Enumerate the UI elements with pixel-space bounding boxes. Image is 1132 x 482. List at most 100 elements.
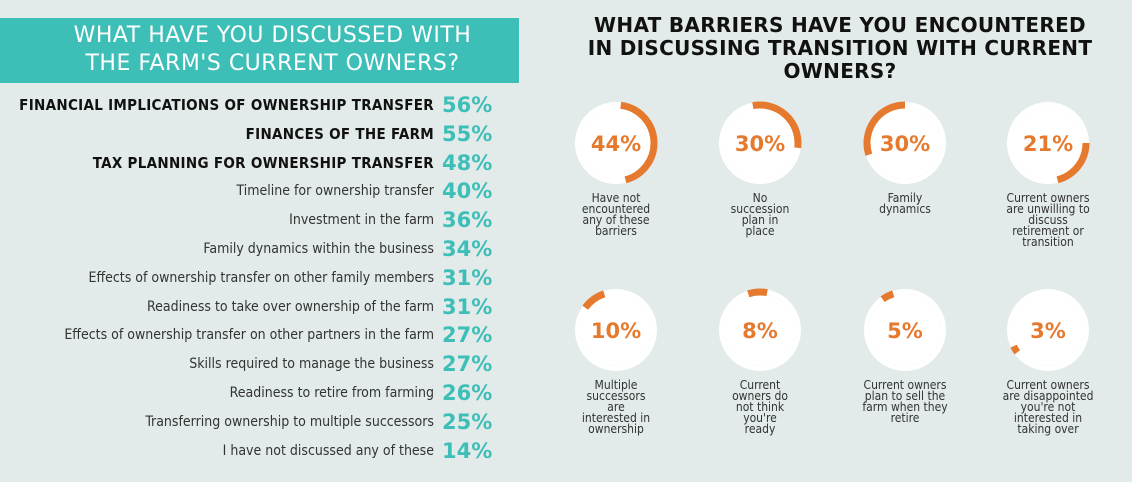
donut-caption-line: succession <box>730 202 790 216</box>
left-chart-header: WHAT HAVE YOU DISCUSSED WITH THE FARM'S … <box>0 18 519 83</box>
donut-caption-line: are <box>607 400 625 414</box>
topic-label: Readiness to take over ownership of the … <box>147 298 434 315</box>
donut-caption-line: not think <box>735 400 785 414</box>
donut-chart: 44% <box>575 101 658 184</box>
topic-label: I have not discussed any of these <box>222 442 434 459</box>
donut-chart: 8% <box>719 288 801 371</box>
topic-label: FINANCIAL IMPLICATIONS OF OWNERSHIP TRAN… <box>19 96 434 114</box>
donut-caption-line: taking over <box>1017 422 1079 436</box>
donut-value-label: 21% <box>1023 132 1073 156</box>
donut-caption: No succession plan in place <box>705 192 815 238</box>
donut-caption-line: retirement or <box>1012 224 1084 238</box>
donut-caption-line: transition <box>1022 235 1074 249</box>
donut-center <box>869 107 941 179</box>
donut-caption-line: interested in <box>1013 411 1083 425</box>
topic-label: Effects of ownership transfer on other f… <box>88 269 434 286</box>
right-title-line-2: IN DISCUSSING TRANSITION WITH CURRENT <box>587 36 1093 60</box>
donut-caption-line: farm when they <box>862 400 948 414</box>
topic-row: Effects of ownership transfer on other f… <box>0 264 493 292</box>
donut-caption-line: Have not <box>591 191 641 205</box>
donut-center <box>869 294 941 366</box>
donut-caption-line: any of these <box>582 213 650 227</box>
donut-arc <box>1010 344 1021 355</box>
donut-caption: Family dynamics <box>850 191 960 215</box>
topic-label: FINANCES OF THE FARM <box>245 124 434 143</box>
donut-caption: Current owners do not think you're ready <box>705 379 815 435</box>
donut-center <box>1012 107 1084 179</box>
topic-percent: 31% <box>442 294 493 319</box>
donut-value-label: 8% <box>742 319 778 343</box>
topic-label: Effects of ownership transfer on other p… <box>64 327 434 344</box>
donut-center <box>580 107 652 179</box>
topic-row: FINANCES OF THE FARM 55% <box>0 120 493 148</box>
donut-value-label: 30% <box>880 132 930 156</box>
topic-percent: 26% <box>442 381 493 405</box>
donut-caption-line: you're <box>743 411 777 425</box>
donut-center <box>724 294 796 366</box>
donut-caption-line: you're not <box>1020 400 1076 414</box>
topic-label: Family dynamics within the business <box>203 241 434 257</box>
topic-row: Timeline for ownership transfer 40% <box>0 177 492 205</box>
donut-value-label: 30% <box>735 132 785 156</box>
topic-percent: 31% <box>442 265 493 290</box>
topic-percent: 14% <box>442 438 493 463</box>
donut-caption-line: interested in <box>581 411 651 425</box>
donut-chart: 30% <box>863 101 946 184</box>
topic-percent: 27% <box>442 352 493 377</box>
donut-track <box>1007 289 1089 371</box>
donut-caption: Multiple successors are interested in owners… <box>561 378 671 436</box>
topic-row: I have not discussed any of these 14% <box>0 437 493 465</box>
donut-caption-line: Current owners <box>1006 191 1090 205</box>
donut-value-label: 5% <box>887 319 923 343</box>
donut-caption: Have not encountered any of these barriers <box>561 191 671 237</box>
donut-caption-line: plan in <box>741 213 779 227</box>
topic-row: Readiness to take over ownership of the … <box>0 293 493 321</box>
donut-caption-line: place <box>745 224 775 238</box>
donut-chart: 5% <box>864 289 946 371</box>
donut-arc <box>582 290 606 310</box>
donut-chart: 21% <box>1007 102 1090 184</box>
donut-caption: Current owners are unwilling to discuss ret… <box>993 191 1103 249</box>
topic-row: Skills required to manage the business 27… <box>0 350 493 378</box>
topic-row: Family dynamics within the business 34% <box>0 235 493 263</box>
donut-caption-line: are disappointed <box>1002 389 1094 403</box>
donut-center <box>1012 294 1084 366</box>
donut-arc <box>747 288 768 298</box>
donut-value-label: 44% <box>591 132 641 156</box>
topic-percent: 48% <box>442 150 493 175</box>
donut-arc <box>863 101 906 156</box>
donut-caption-line: encountered <box>581 202 651 216</box>
topic-label: Investment in the farm <box>289 212 434 229</box>
donut-caption-line: owners do <box>732 389 788 403</box>
donut-center <box>724 107 796 179</box>
topic-row: Readiness to retire from farming 26% <box>0 379 493 407</box>
topic-row: Investment in the farm 36% <box>0 206 492 234</box>
topic-row: TAX PLANNING FOR OWNERSHIP TRANSFER 48% <box>0 149 493 177</box>
donut-caption-line: Current owners <box>1006 378 1090 392</box>
donut-caption-line: are unwilling to <box>1006 202 1090 216</box>
donut-track <box>864 289 946 371</box>
donut-caption: Current owners are disappointed you're not… <box>993 378 1103 436</box>
right-title-line-3: OWNERS? <box>783 59 897 83</box>
donut-chart: 30% <box>719 101 802 184</box>
topic-row: Transferring ownership to multiple succe… <box>0 408 492 436</box>
donut-arc <box>620 101 658 184</box>
donut-chart: 10% <box>575 289 657 371</box>
donut-caption-line: Family <box>887 191 923 205</box>
topic-label: TAX PLANNING FOR OWNERSHIP TRANSFER <box>92 153 434 172</box>
topic-label: Skills required to manage the business <box>189 356 434 373</box>
donut-caption-line: plan to sell the <box>864 389 946 403</box>
donut-arc <box>1056 142 1090 184</box>
donut-caption-line: Multiple <box>594 378 638 392</box>
topic-percent: 56% <box>442 93 493 117</box>
topic-row: Effects of ownership transfer on other p… <box>0 321 492 349</box>
donut-caption-line: ownership <box>588 422 644 436</box>
donut-caption-line: discuss <box>1028 213 1068 227</box>
donut-arc <box>752 101 802 149</box>
topic-label: Transferring ownership to multiple succe… <box>145 413 434 430</box>
donut-chart: 3% <box>1007 289 1089 371</box>
right-chart-title: WHAT BARRIERS HAVE YOU ENCOUNTERED IN DI… <box>580 14 1100 83</box>
topic-percent: 34% <box>442 237 493 261</box>
donut-value-label: 3% <box>1030 319 1066 343</box>
